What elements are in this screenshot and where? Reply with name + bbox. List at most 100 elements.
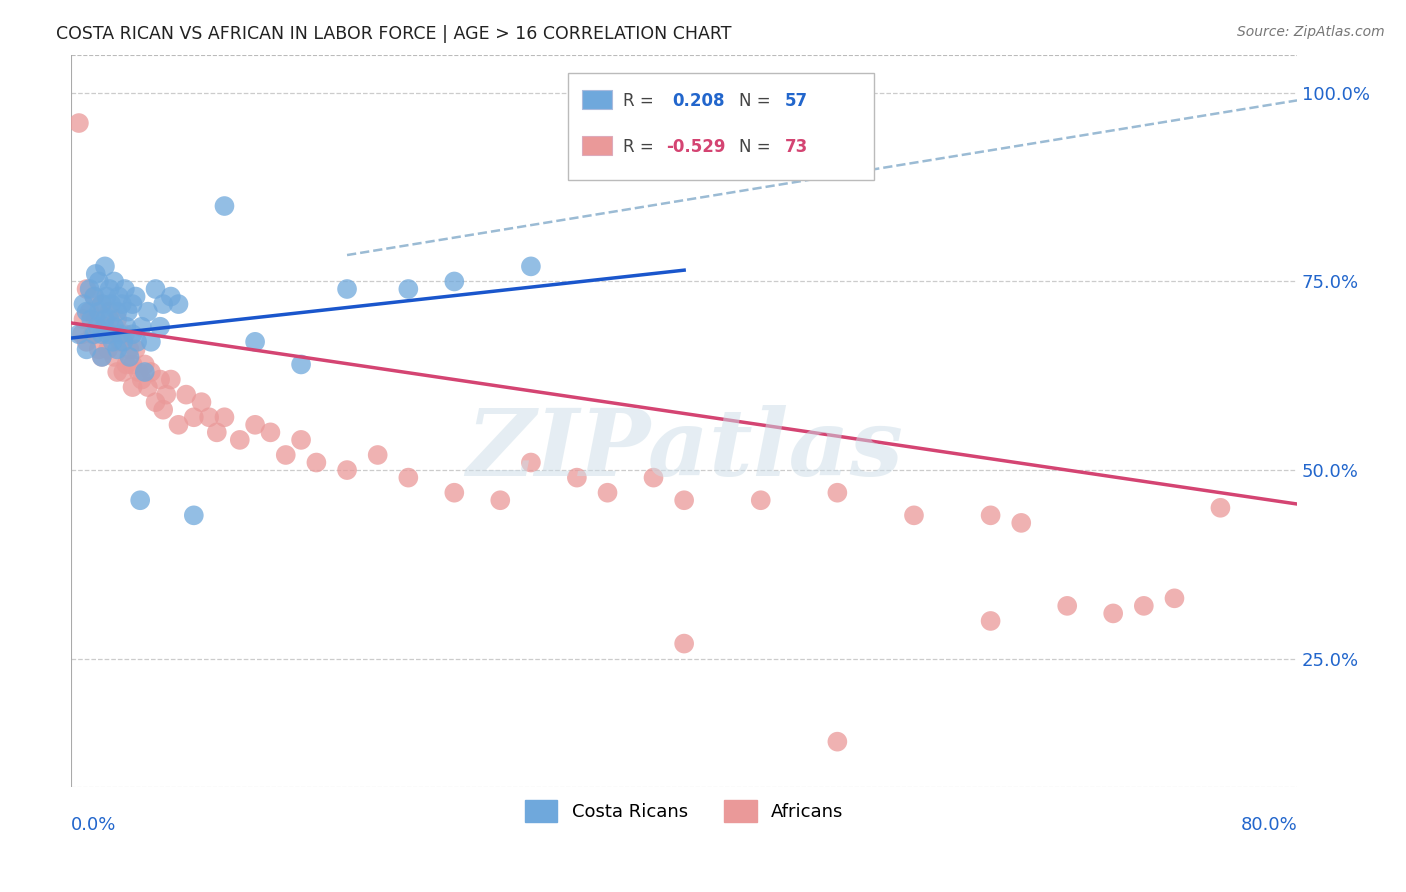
Point (229, 433, 252, 447)
Legend: Costa Ricans, Africans: Costa Ricans, Africans (517, 793, 851, 830)
Point (290, 358, 312, 372)
Point (131, 372, 153, 386)
Text: N =: N = (740, 92, 770, 110)
Point (305, 456, 328, 470)
Point (84, 312, 107, 326)
Point (110, 334, 132, 349)
Point (152, 402, 174, 417)
Point (673, 637, 696, 651)
Point (101, 334, 124, 349)
Point (118, 343, 141, 357)
Point (827, 734, 849, 748)
Text: 0.0%: 0.0% (72, 816, 117, 834)
Point (114, 327, 136, 342)
Point (827, 485, 849, 500)
Point (205, 425, 228, 440)
Point (98, 282, 121, 296)
Point (145, 282, 167, 296)
Point (145, 395, 167, 409)
Point (111, 297, 134, 311)
Point (214, 410, 236, 425)
Text: 0.208: 0.208 (672, 92, 724, 110)
Point (396, 282, 419, 296)
Point (190, 395, 212, 409)
Point (129, 493, 152, 508)
Point (1056, 599, 1078, 613)
Point (643, 470, 665, 484)
Point (76, 282, 98, 296)
Point (128, 365, 150, 379)
Point (673, 493, 696, 508)
Point (183, 410, 205, 425)
Point (290, 433, 312, 447)
Point (115, 319, 138, 334)
Point (90, 350, 112, 364)
Point (114, 282, 136, 296)
Point (103, 350, 125, 364)
Point (139, 334, 162, 349)
Point (152, 297, 174, 311)
Point (87, 343, 110, 357)
Point (110, 327, 132, 342)
Point (83, 289, 105, 303)
Point (121, 297, 143, 311)
Point (136, 380, 159, 394)
Point (100, 327, 122, 342)
Point (134, 358, 156, 372)
Point (82, 327, 104, 342)
Point (112, 365, 135, 379)
Point (520, 260, 543, 274)
Point (86, 319, 108, 334)
Point (98, 312, 121, 326)
Point (105, 343, 128, 357)
Point (167, 417, 190, 432)
Point (72, 312, 94, 326)
Point (174, 387, 197, 401)
Point (1133, 599, 1156, 613)
Point (489, 493, 512, 508)
Point (100, 297, 122, 311)
FancyBboxPatch shape (568, 73, 875, 179)
Point (565, 470, 588, 484)
Text: ZIPatlas: ZIPatlas (465, 405, 903, 495)
Point (131, 319, 153, 334)
Point (67, 327, 90, 342)
Point (103, 319, 125, 334)
Point (79, 282, 101, 296)
Point (134, 365, 156, 379)
Point (118, 350, 141, 364)
Point (520, 456, 543, 470)
Point (243, 417, 266, 432)
Point (84, 267, 107, 281)
Point (98, 304, 121, 318)
Point (117, 304, 139, 318)
Point (1163, 591, 1185, 606)
Point (115, 358, 138, 372)
Point (87, 275, 110, 289)
Point (105, 312, 128, 326)
Point (155, 387, 177, 401)
Point (94, 260, 117, 274)
Point (121, 358, 143, 372)
Point (160, 372, 183, 386)
Point (136, 304, 159, 318)
Point (124, 343, 146, 357)
Point (198, 410, 221, 425)
Point (90, 350, 112, 364)
Point (90, 297, 112, 311)
Text: N =: N = (740, 137, 770, 155)
Text: R =: R = (623, 137, 654, 155)
Point (80, 312, 103, 326)
Point (121, 327, 143, 342)
Point (70, 327, 93, 342)
Point (94, 319, 117, 334)
Point (105, 304, 128, 318)
Point (183, 508, 205, 523)
Point (749, 493, 772, 508)
Point (96, 289, 118, 303)
Text: -0.529: -0.529 (666, 137, 725, 155)
Point (443, 485, 465, 500)
Point (67, 116, 90, 130)
Point (79, 304, 101, 318)
Text: 73: 73 (785, 137, 808, 155)
